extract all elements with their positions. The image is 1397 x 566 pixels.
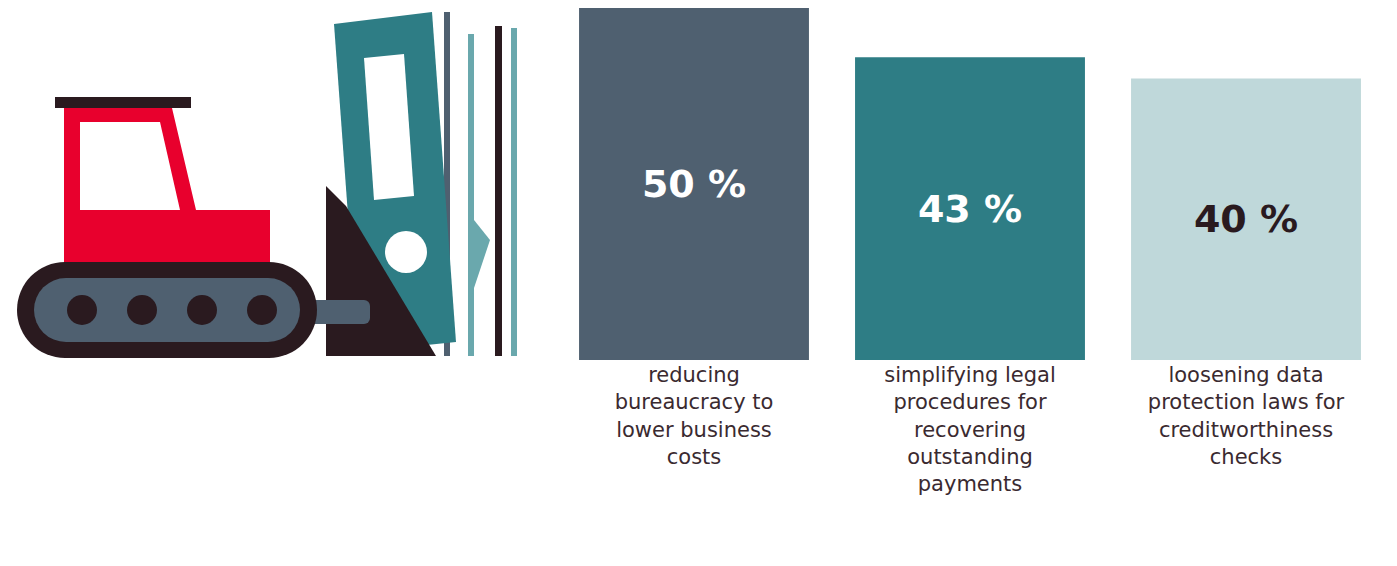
svg-text:43 %: 43 % — [918, 187, 1022, 231]
svg-text:reducingbureaucracy tolower bu: reducingbureaucracy tolower businesscost… — [615, 363, 774, 469]
svg-text:50 %: 50 % — [642, 162, 746, 206]
svg-text:loosening dataprotection laws: loosening dataprotection laws forcreditw… — [1148, 363, 1345, 469]
svg-text:simplifying legalprocedures fo: simplifying legalprocedures forrecoverin… — [884, 363, 1056, 496]
svg-text:40 %: 40 % — [1194, 197, 1298, 241]
